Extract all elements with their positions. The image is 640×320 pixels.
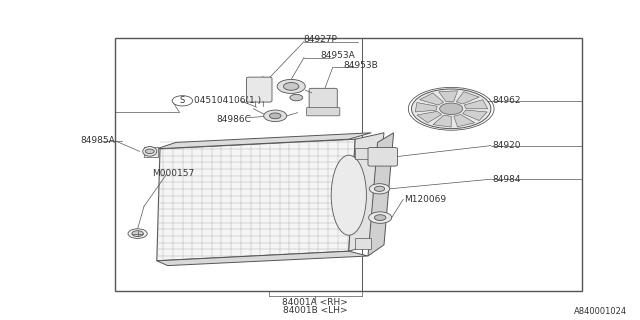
FancyBboxPatch shape — [309, 88, 337, 110]
Polygon shape — [349, 133, 384, 251]
Text: 84953A: 84953A — [320, 51, 355, 60]
Text: A840001024: A840001024 — [574, 308, 627, 316]
Text: 84986C: 84986C — [216, 115, 251, 124]
Polygon shape — [456, 92, 479, 104]
Polygon shape — [157, 139, 355, 261]
Circle shape — [264, 110, 287, 122]
Polygon shape — [415, 102, 437, 112]
FancyBboxPatch shape — [368, 148, 397, 166]
Circle shape — [284, 83, 299, 90]
Text: 84001A <RH>: 84001A <RH> — [282, 298, 348, 307]
Text: M000157: M000157 — [152, 169, 194, 178]
Text: M120069: M120069 — [404, 195, 447, 204]
Circle shape — [412, 89, 491, 129]
Bar — [355, 238, 371, 249]
Polygon shape — [157, 133, 371, 149]
Text: 84927P: 84927P — [303, 36, 337, 44]
Text: 84984: 84984 — [493, 175, 522, 184]
Polygon shape — [454, 115, 475, 127]
Polygon shape — [420, 93, 444, 105]
Bar — [355, 148, 371, 159]
Polygon shape — [157, 251, 368, 266]
Circle shape — [369, 212, 392, 223]
Circle shape — [290, 94, 303, 101]
Text: 84985A: 84985A — [81, 136, 115, 145]
Circle shape — [269, 113, 281, 119]
Text: S: S — [180, 96, 185, 105]
Circle shape — [172, 96, 193, 106]
Text: 84962: 84962 — [493, 96, 522, 105]
Circle shape — [132, 231, 143, 236]
Circle shape — [145, 149, 154, 154]
Polygon shape — [433, 115, 451, 127]
Circle shape — [440, 103, 463, 115]
Text: 84920: 84920 — [493, 141, 522, 150]
Polygon shape — [463, 110, 487, 121]
FancyBboxPatch shape — [307, 108, 340, 116]
Ellipse shape — [143, 147, 157, 156]
Circle shape — [374, 186, 385, 191]
Bar — [144, 147, 158, 157]
Polygon shape — [438, 91, 458, 102]
Polygon shape — [417, 111, 442, 123]
Text: 84953B: 84953B — [344, 61, 378, 70]
Text: 84001B <LH>: 84001B <LH> — [283, 306, 348, 315]
Polygon shape — [464, 100, 488, 109]
Circle shape — [374, 215, 386, 220]
Bar — [115, 38, 582, 291]
Circle shape — [277, 79, 305, 93]
Polygon shape — [368, 133, 394, 256]
Ellipse shape — [332, 155, 367, 235]
Text: 045104106(1 ): 045104106(1 ) — [194, 96, 261, 105]
Circle shape — [369, 184, 390, 194]
Circle shape — [128, 229, 147, 238]
FancyBboxPatch shape — [246, 77, 272, 102]
